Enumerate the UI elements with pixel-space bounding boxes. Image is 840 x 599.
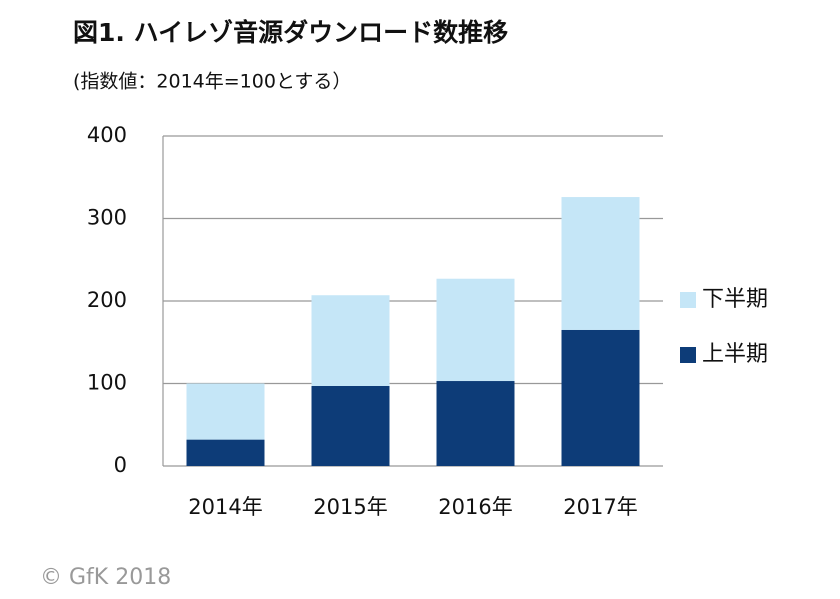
y-tick-label: 100 [87, 371, 127, 395]
x-tick-label: 2014年 [188, 495, 262, 519]
legend-label: 下半期 [702, 287, 768, 312]
x-tick-label: 2015年 [313, 495, 387, 519]
legend-label: 上半期 [702, 342, 768, 367]
y-tick-label: 300 [87, 206, 127, 230]
bar-segment [311, 385, 390, 466]
x-tick-label: 2016年 [438, 495, 512, 519]
y-tick-label: 0 [114, 453, 127, 477]
chart-subtitle: (指数値：2014年=100とする） [73, 71, 351, 93]
bar-segment [561, 197, 640, 330]
bar-segment [186, 383, 265, 440]
bar-segment [436, 278, 515, 382]
footer: © GfK 2018 [40, 565, 171, 590]
bar-segment [186, 439, 265, 466]
legend-swatch [680, 347, 696, 363]
y-tick-label: 400 [87, 123, 127, 147]
x-tick-label: 2017年 [563, 495, 637, 519]
y-tick-label: 200 [87, 288, 127, 312]
legend-swatch [680, 292, 696, 308]
bar-segment [311, 295, 390, 386]
bar-segment [561, 329, 640, 466]
chart-title: 図1. ハイレゾ音源ダウンロード数推移 [73, 18, 508, 47]
bar-segment [436, 381, 515, 466]
